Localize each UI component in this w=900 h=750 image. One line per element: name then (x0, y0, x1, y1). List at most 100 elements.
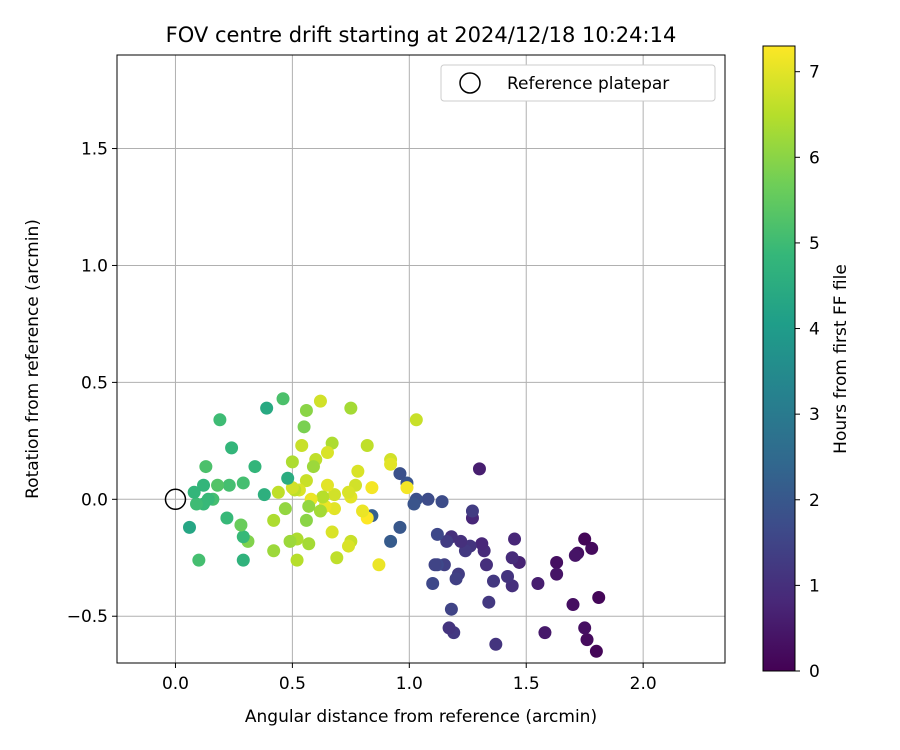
x-tick-label: 1.0 (396, 674, 423, 694)
data-point (430, 527, 444, 541)
data-point (482, 595, 496, 609)
data-point (472, 462, 486, 476)
data-point (299, 513, 313, 527)
x-tick-label: 1.5 (513, 674, 540, 694)
data-point (271, 485, 285, 499)
data-point (393, 467, 407, 481)
data-point (550, 555, 564, 569)
data-point (302, 499, 316, 513)
colorbar-label: Hours from first FF file (831, 264, 851, 454)
legend: Reference platepar (440, 64, 716, 102)
data-point (187, 485, 201, 499)
plot-frame (116, 54, 726, 664)
data-point (285, 455, 299, 469)
data-point (234, 518, 248, 532)
data-point (316, 490, 330, 504)
data-point (267, 513, 281, 527)
data-point (295, 439, 309, 453)
data-point (236, 476, 250, 490)
data-point (330, 551, 344, 565)
data-point (320, 478, 334, 492)
data-point (351, 464, 365, 478)
y-tick-label: −0.5 (67, 607, 108, 627)
colorbar-tick-label: 6 (809, 148, 820, 168)
colorbar-tick-label: 4 (809, 320, 820, 340)
data-point (489, 637, 503, 651)
data-point (372, 558, 386, 572)
data-point (281, 471, 295, 485)
data-point (325, 525, 339, 539)
colorbar-tick-label: 1 (809, 576, 820, 596)
data-point (568, 548, 582, 562)
data-point (365, 481, 379, 495)
data-point (585, 541, 599, 555)
data-point (299, 474, 313, 488)
data-point (407, 497, 421, 511)
data-point (384, 457, 398, 471)
data-point (393, 520, 407, 534)
colorbar-ticks: 0 1 2 3 4 5 6 7 (795, 63, 820, 682)
data-point (211, 478, 225, 492)
data-point (486, 574, 500, 588)
data-point (444, 602, 458, 616)
data-point (342, 485, 356, 499)
data-point (248, 460, 262, 474)
data-point (426, 576, 440, 590)
data-point (236, 553, 250, 567)
x-tick-label: 2.0 (630, 674, 657, 694)
data-point (442, 621, 456, 635)
data-point (589, 644, 603, 658)
data-point (278, 502, 292, 516)
plot-area (117, 55, 725, 663)
data-point (356, 504, 370, 518)
data-point (578, 621, 592, 635)
y-tick-label: 1.5 (81, 140, 108, 160)
data-point (283, 534, 297, 548)
chart-title: FOV centre drift starting at 2024/12/18 … (166, 23, 677, 47)
data-point (267, 544, 281, 558)
x-tick-label: 0.5 (279, 674, 306, 694)
y-axis-label: Rotation from reference (arcmin) (23, 219, 43, 499)
data-point (592, 591, 606, 605)
y-axis-ticks: −0.5 0.0 0.5 1.0 1.5 (67, 140, 117, 627)
data-point (199, 460, 213, 474)
data-point (192, 553, 206, 567)
x-axis-ticks: 0.0 0.5 1.0 1.5 2.0 (162, 663, 657, 694)
data-point (400, 481, 414, 495)
data-point (421, 492, 435, 506)
data-point (260, 401, 274, 415)
data-point (578, 532, 592, 546)
legend-marker-open-circle (459, 72, 481, 94)
data-point (360, 439, 374, 453)
data-point (313, 394, 327, 408)
legend-label: Reference platepar (507, 74, 669, 94)
data-point (320, 446, 334, 460)
data-point (508, 532, 522, 546)
colorbar-tick-label: 3 (809, 405, 820, 425)
data-point (550, 567, 564, 581)
data-point (313, 504, 327, 518)
legend-box (440, 64, 716, 102)
data-point (465, 504, 479, 518)
y-tick-label: 0.0 (81, 490, 108, 510)
data-point (220, 511, 234, 525)
colorbar: 0 1 2 3 4 5 6 7 Hours from first FF file (762, 45, 851, 682)
data-point (566, 598, 580, 612)
colorbar-tick-label: 5 (809, 234, 820, 254)
data-point (290, 553, 304, 567)
data-point (449, 572, 463, 586)
data-point (297, 420, 311, 434)
data-point (479, 558, 493, 572)
data-point (475, 537, 489, 551)
data-point (344, 401, 358, 415)
data-point (257, 488, 271, 502)
colorbar-tick-label: 0 (809, 662, 820, 682)
data-point (384, 534, 398, 548)
data-point (182, 520, 196, 534)
data-point (538, 626, 552, 640)
data-point (236, 530, 250, 544)
data-point (197, 478, 211, 492)
data-point (501, 569, 515, 583)
data-point (306, 460, 320, 474)
data-point (222, 478, 236, 492)
